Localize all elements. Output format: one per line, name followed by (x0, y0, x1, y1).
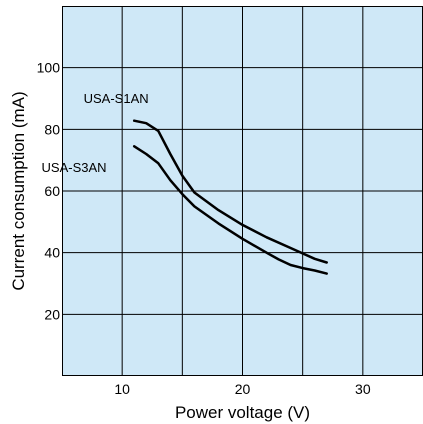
y-tick-label: 20 (44, 306, 60, 322)
x-tick-label: 10 (114, 381, 130, 397)
y-tick-label: 40 (44, 245, 60, 261)
series-line (132, 119, 328, 264)
y-tick-label: 80 (44, 121, 60, 137)
series-label: USA-S1AN (84, 91, 149, 106)
x-tick-labels: 10 20 30 (114, 381, 370, 397)
series-line (132, 145, 328, 275)
series-label: USA-S3AN (42, 160, 107, 175)
grid (62, 6, 423, 376)
x-tick-label: 30 (355, 381, 371, 397)
y-axis-label: Current consumption (mA) (9, 91, 28, 290)
series-labels: USA-S1AN USA-S3AN (42, 91, 149, 175)
y-tick-label: 60 (44, 183, 60, 199)
series-lines (132, 119, 328, 275)
y-tick-label: 100 (37, 60, 61, 76)
x-tick-label: 20 (235, 381, 251, 397)
y-tick-labels: 20 40 60 80 100 (37, 60, 61, 323)
x-axis-label: Power voltage (V) (175, 403, 310, 422)
